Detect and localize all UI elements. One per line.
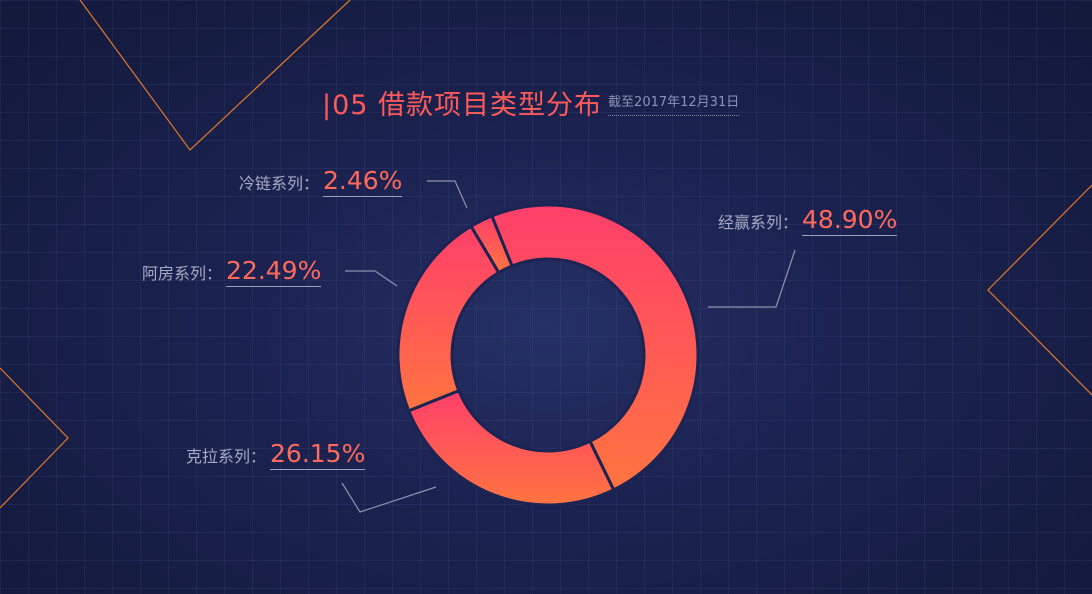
title-block: |05 借款项目类型分布 截至2017年12月31日 <box>322 88 740 124</box>
slice-value-kela: 26.15% <box>270 439 366 470</box>
chart-title: |05 借款项目类型分布 <box>322 90 603 121</box>
donut-slice-afang <box>396 224 501 413</box>
label-jingying: 经赢系列： 48.90% <box>718 205 898 236</box>
slice-value-jingying: 48.90% <box>802 205 898 236</box>
slice-name-kela: 克拉系列： <box>186 447 267 466</box>
deco-line-right <box>987 184 1092 396</box>
deco-line-top <box>79 0 351 151</box>
slice-name-lenglian: 冷链系列： <box>239 174 320 193</box>
donut-slice-jingying <box>489 203 700 492</box>
donut-slice-kela <box>406 388 616 507</box>
slice-value-afang: 22.49% <box>226 256 322 287</box>
deco-line-left <box>0 367 69 509</box>
slice-value-lenglian: 2.46% <box>323 166 403 197</box>
leader-line-kela <box>341 482 437 513</box>
label-lenglian: 冷链系列： 2.46% <box>239 166 403 197</box>
label-afang: 阿房系列： 22.49% <box>142 256 322 287</box>
slice-name-jingying: 经赢系列： <box>718 213 799 232</box>
label-kela: 克拉系列： 26.15% <box>186 439 366 470</box>
chart-subtitle: 截至2017年12月31日 <box>608 94 740 116</box>
slice-name-afang: 阿房系列： <box>142 264 223 283</box>
leader-line-lenglian <box>427 180 468 209</box>
leader-line-jingying <box>708 249 796 308</box>
donut-slice-lenglian <box>469 213 514 275</box>
leader-line-afang <box>345 270 398 287</box>
